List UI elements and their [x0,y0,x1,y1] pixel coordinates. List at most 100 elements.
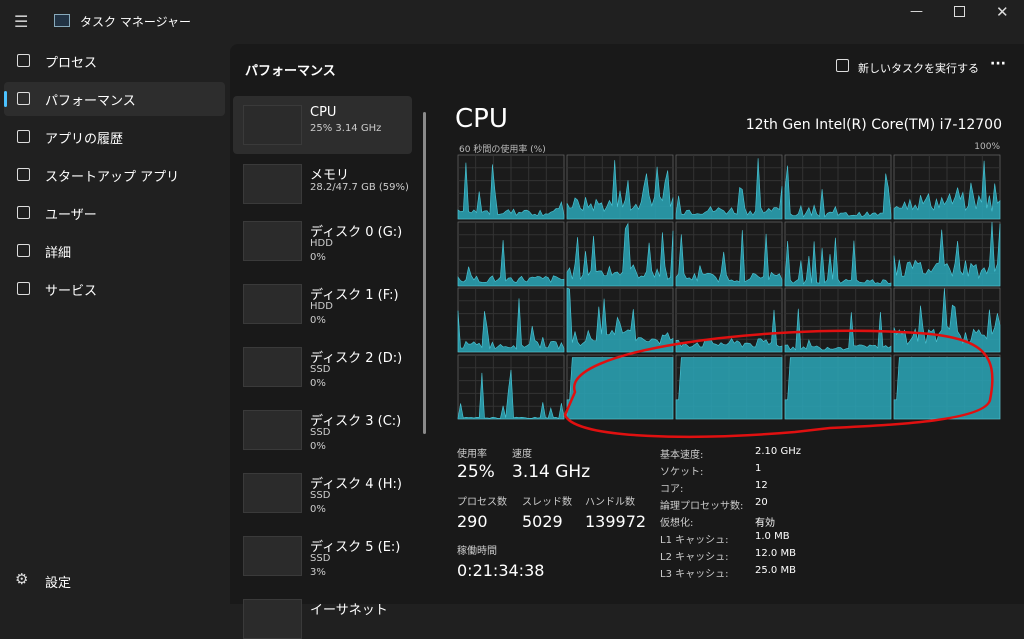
device-kind: HDD [310,238,333,249]
device-name[interactable]: ディスク 3 (C:) [310,414,402,429]
device-kind: SSD [310,364,331,375]
device-name[interactable]: メモリ [310,168,350,183]
graph-label: 60 秒間の使用率 (%) [459,145,546,155]
menu-icon[interactable]: ☰ [14,12,29,31]
spec-label: ソケット: [660,467,704,478]
device-detail: 25% 3.14 GHz [310,123,382,134]
settings-icon: ⚙ [15,570,29,588]
nav-item[interactable]: パフォーマンス [45,94,136,109]
settings[interactable]: 設定 [45,576,72,591]
device-detail: 28.2/47.7 GB (59%) [310,182,409,193]
stat-value: 5029 [522,512,563,531]
graph-area [566,222,674,287]
stat-value: 3.14 GHz [512,462,591,482]
graph-area [893,160,1001,220]
graph-area [675,230,783,287]
graph-area [566,160,674,220]
device-name[interactable]: ディスク 2 (D:) [310,351,403,366]
graph-area [893,221,1001,287]
device-name[interactable]: ディスク 4 (H:) [310,477,402,492]
device-name[interactable]: イーサネット [310,603,388,618]
cpu-title: CPU [455,104,508,134]
header-title: パフォーマンス [245,64,336,79]
device-usage: 0% [310,441,326,452]
spec-label: L2 キャッシュ: [660,552,729,563]
nav-item[interactable]: スタートアップ アプリ [45,170,180,185]
device-name[interactable]: ディスク 5 (E:) [310,540,401,555]
graph-area [457,240,565,287]
nav-selected [4,82,225,116]
stat-label: ハンドル数 [585,497,635,508]
more[interactable]: ··· [990,56,1006,72]
graph-area [893,357,1001,420]
device-thumb [243,599,302,639]
red-annotation [563,329,994,438]
cpu-model: 12th Gen Intel(R) Core(TM) i7-12700 [745,117,1002,133]
device-thumb [243,347,302,387]
stat-label: 速度 [512,449,532,460]
device-thumb [243,105,302,145]
device-name[interactable]: CPU [310,105,337,120]
spec-value: 12.0 MB [755,548,796,559]
spec-value: 20 [755,497,768,508]
graph-area [784,357,892,420]
device-name[interactable]: ディスク 1 (F:) [310,288,399,303]
nav-item[interactable]: プロセス [45,56,98,71]
graph-area [675,357,783,420]
spec-value: 1.0 MB [755,531,790,542]
graph-area [893,288,1001,353]
nav-icon [17,92,30,105]
nav-item[interactable]: アプリの履歴 [45,132,124,147]
nav-icon [17,244,30,257]
stat-value: 25% [457,462,495,482]
spec-value: 25.0 MB [755,565,796,576]
minimize[interactable]: — [910,4,923,19]
run-task[interactable]: 新しいタスクを実行する [858,62,979,75]
graph-area [457,369,565,420]
run-icon [836,59,849,72]
device-thumb [243,536,302,576]
graph-area [457,162,565,220]
graph-area [784,237,892,287]
maximize[interactable] [954,6,965,17]
nav-icon [17,54,30,67]
stat-value: 290 [457,512,488,531]
device-usage: 0% [310,504,326,515]
device-usage: 0% [310,252,326,263]
stat-label: 使用率 [457,449,487,460]
device-usage: 0% [310,315,326,326]
spec-value: 12 [755,480,768,491]
nav-item[interactable]: サービス [45,284,98,299]
page: ☰ タスク マネージャー — ✕ ⚙ 設定 パフォーマンス 新しいタスクを実行す… [4,3,1009,639]
nav-item[interactable]: ユーザー [45,208,97,223]
spec-label: L1 キャッシュ: [660,535,729,546]
stat-label: 稼働時間 [457,546,497,557]
spec-label: 仮想化: [660,518,694,529]
nav-indicator [4,91,7,107]
device-thumb [243,164,302,204]
stat-value: 139972 [585,512,647,531]
nav-item[interactable]: 詳細 [45,246,72,261]
graph-area [675,158,783,220]
app-icon [54,14,70,27]
graphs [244,119,1001,574]
scrollbar [423,112,426,434]
device-usage: 3% [310,567,326,578]
spec-label: コア: [660,484,684,495]
device-kind: SSD [310,553,331,564]
stat-label: スレッド数 [522,497,572,508]
graph-area [457,298,565,353]
device-kind: SSD [310,427,331,438]
nav-icon [17,206,30,219]
spec-label: 基本速度: [660,450,704,461]
graph-area [675,309,783,353]
device-kind: HDD [310,301,333,312]
nav-icon [17,282,30,295]
device-name[interactable]: ディスク 0 (G:) [310,225,403,240]
graph-area [784,308,892,353]
device-thumb [243,410,302,450]
device-thumb [243,473,302,513]
close[interactable]: ✕ [996,3,1009,21]
graph-max: 100% [974,142,1000,152]
stat-label: プロセス数 [457,497,507,508]
